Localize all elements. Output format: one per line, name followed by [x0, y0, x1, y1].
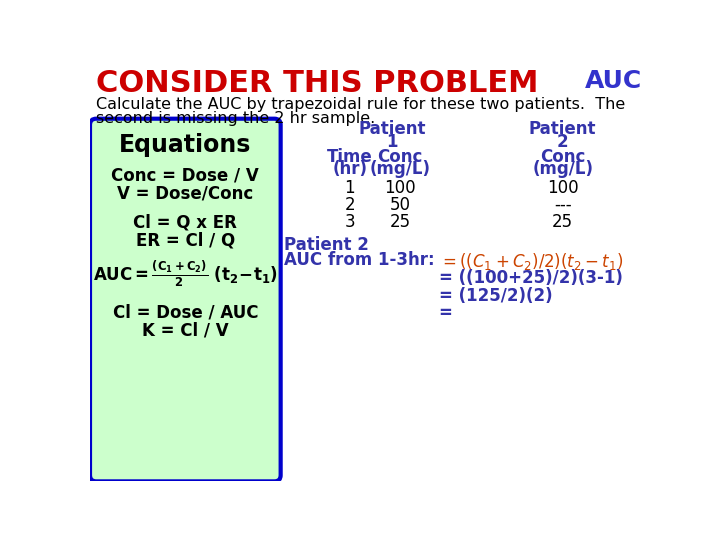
Text: (hr): (hr) [332, 160, 367, 178]
Text: Time: Time [327, 148, 372, 166]
Text: $\mathbf{AUC = \frac{(C_1+C_2)}{2}\ (t_2\!-\!t_1)}$: $\mathbf{AUC = \frac{(C_1+C_2)}{2}\ (t_2… [93, 259, 278, 289]
Text: 1: 1 [387, 132, 398, 151]
Text: Conc: Conc [377, 148, 423, 166]
Text: ER = Cl / Q: ER = Cl / Q [135, 231, 235, 249]
Text: Conc: Conc [540, 148, 585, 166]
Text: AUC: AUC [585, 69, 642, 93]
Text: 25: 25 [552, 213, 573, 231]
Text: Conc = Dose / V: Conc = Dose / V [112, 166, 259, 185]
Text: (mg/L): (mg/L) [532, 160, 593, 178]
Text: = (125/2)(2): = (125/2)(2) [438, 287, 552, 305]
Text: Calculate the AUC by trapezoidal rule for these two patients.  The: Calculate the AUC by trapezoidal rule fo… [96, 97, 626, 112]
Text: Patient 2: Patient 2 [284, 236, 369, 254]
Text: Cl = Dose / AUC: Cl = Dose / AUC [112, 303, 258, 321]
Text: AUC from 1-3hr:: AUC from 1-3hr: [284, 251, 434, 269]
Text: Patient: Patient [359, 120, 426, 138]
Text: = ((100+25)/2)(3-1): = ((100+25)/2)(3-1) [438, 269, 623, 287]
Text: Equations: Equations [119, 132, 251, 157]
Text: 100: 100 [384, 179, 416, 197]
Text: 3: 3 [344, 213, 355, 231]
Text: 50: 50 [390, 195, 410, 214]
Text: $=((C_1 + C_2)/2)(t_2 - t_1)$: $=((C_1 + C_2)/2)(t_2 - t_1)$ [438, 251, 623, 272]
Text: 2: 2 [344, 195, 355, 214]
Text: K = Cl / V: K = Cl / V [142, 321, 229, 339]
Text: ---: --- [554, 195, 572, 214]
Text: =: = [438, 304, 453, 322]
Text: 1: 1 [344, 179, 355, 197]
Text: (mg/L): (mg/L) [369, 160, 431, 178]
Text: Cl = Q x ER: Cl = Q x ER [133, 213, 238, 232]
Text: 2: 2 [557, 132, 569, 151]
FancyBboxPatch shape [90, 119, 281, 481]
Text: Patient: Patient [529, 120, 596, 138]
Text: 100: 100 [547, 179, 579, 197]
Text: 25: 25 [390, 213, 410, 231]
Text: V = Dose/Conc: V = Dose/Conc [117, 184, 253, 202]
Text: CONSIDER THIS PROBLEM: CONSIDER THIS PROBLEM [96, 69, 539, 98]
Text: second is missing the 2 hr sample.: second is missing the 2 hr sample. [96, 111, 375, 126]
